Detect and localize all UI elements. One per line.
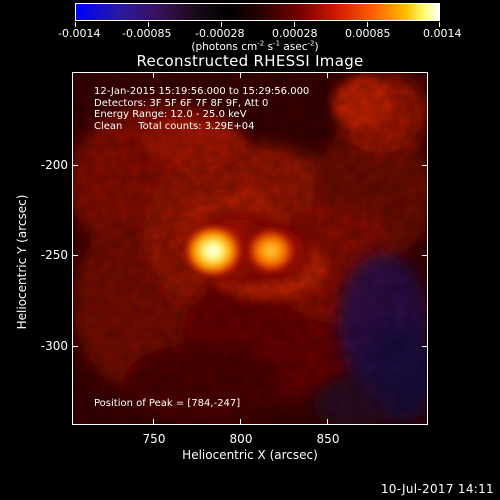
colorbar [75, 3, 440, 21]
x-tick-label: 750 [142, 432, 166, 446]
y-tick [422, 255, 428, 256]
x-tick [327, 419, 328, 425]
colorbar-tick-label: -0.00085 [122, 27, 172, 40]
x-tick-label: 850 [316, 432, 340, 446]
x-tick-label: 800 [229, 432, 253, 446]
peak-source [183, 224, 243, 278]
y-tick-label: -200 [40, 158, 68, 172]
y-tick [422, 165, 428, 166]
plot-area [72, 72, 428, 425]
colorbar-tick [294, 22, 295, 27]
colorbar-tick [75, 22, 76, 27]
colorbar-tick-label: -0.00028 [195, 27, 245, 40]
image-title: Reconstructed RHESSI Image [136, 52, 364, 70]
y-axis-title: Heliocentric Y (arcsec) [15, 194, 29, 330]
colorbar-units: (photons cm-2 s-1 asec-2) [191, 39, 319, 53]
y-tick [72, 346, 78, 347]
colorbar-tick-label: 0.0014 [423, 27, 462, 40]
y-tick [72, 165, 78, 166]
colorbar-tick-label: 0.00028 [272, 27, 318, 40]
colorbar-tick [148, 22, 149, 27]
colorbar-tick-label: 0.00085 [345, 27, 391, 40]
x-tick [153, 419, 154, 425]
clean-counts: Clean Total counts: 3.29E+04 [94, 120, 255, 132]
peak-position: Position of Peak = [784,-247] [94, 398, 241, 409]
energy-range: Energy Range: 12.0 - 25.0 keV [94, 109, 247, 120]
x-axis-title: Heliocentric X (arcsec) [182, 448, 318, 462]
x-tick [153, 72, 154, 78]
colorbar-tick-label: -0.0014 [58, 27, 101, 40]
x-tick [240, 72, 241, 78]
colorbar-tick [367, 22, 368, 27]
time-range: 12-Jan-2015 15:19:56.000 to 15:29:56.000 [94, 86, 310, 97]
y-tick [72, 255, 78, 256]
x-tick [327, 72, 328, 78]
colorbar-tick [221, 22, 222, 27]
x-tick [240, 419, 241, 425]
y-tick-label: -300 [40, 339, 68, 353]
y-tick [422, 346, 428, 347]
y-tick-label: -250 [40, 248, 68, 262]
rhessi-image [73, 73, 427, 424]
colorbar-tick [439, 22, 440, 27]
secondary-source [247, 229, 295, 273]
footer-date: 10-Jul-2017 14:11 [380, 482, 494, 496]
observation-info: 12-Jan-2015 15:19:56.000 to 15:29:56.000… [94, 86, 309, 132]
detectors: Detectors: 3F 5F 6F 7F 8F 9F, Att 0 [94, 97, 269, 109]
